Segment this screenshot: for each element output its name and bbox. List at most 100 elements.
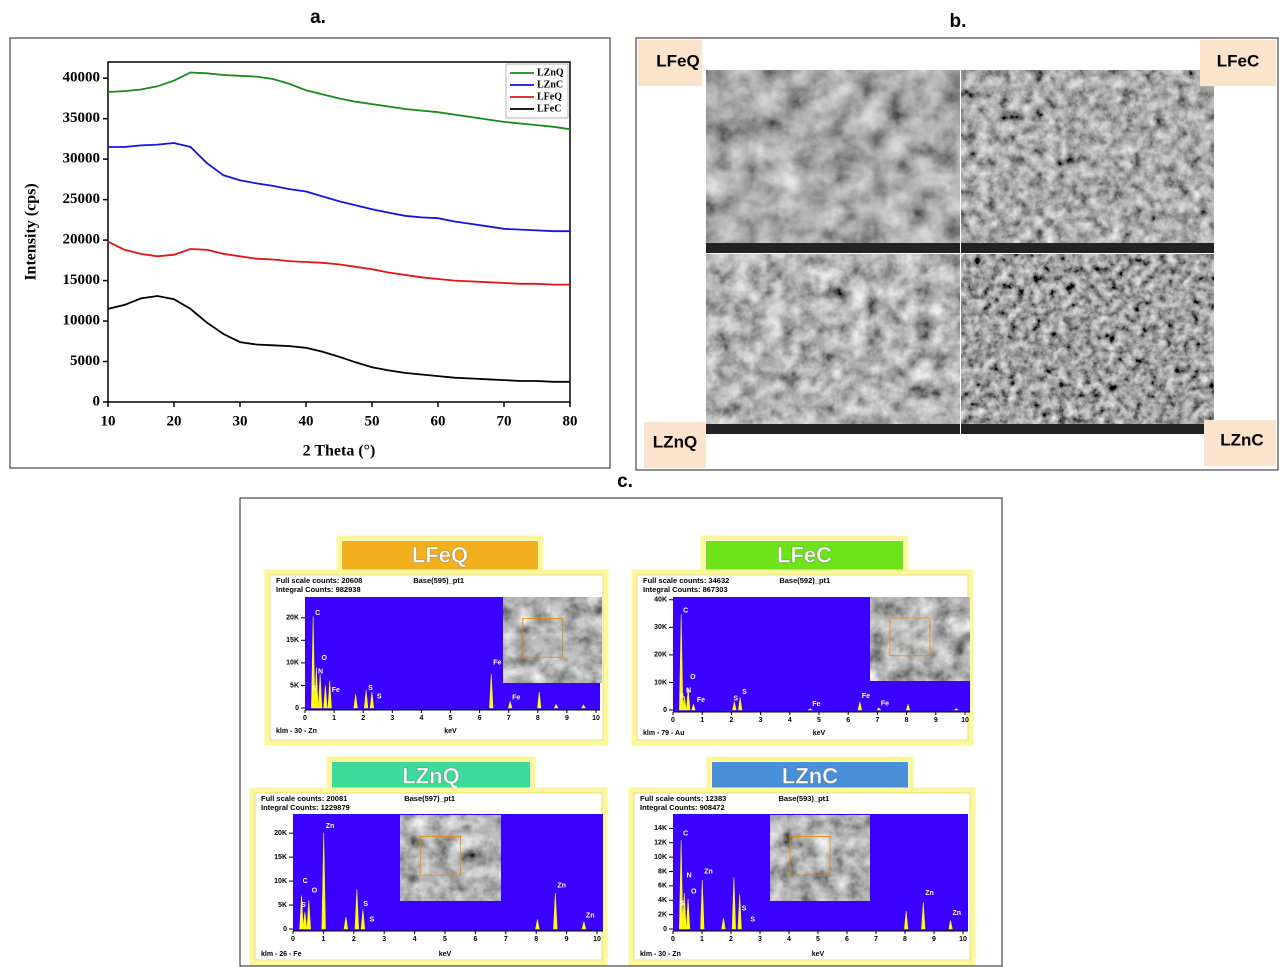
peak-label: S xyxy=(679,693,684,700)
x-tick-label: 10 xyxy=(961,717,969,724)
y-tick-label: 4K xyxy=(658,897,667,904)
integral: Integral Counts: 908472 xyxy=(640,803,725,812)
y-axis-label: Intensity (cps) xyxy=(23,183,40,280)
peak xyxy=(953,708,959,711)
peak xyxy=(369,692,375,709)
peak-label: S xyxy=(369,916,374,923)
peak xyxy=(360,909,366,930)
peak xyxy=(686,898,691,930)
y-tick-label: 14K xyxy=(654,825,667,832)
glow xyxy=(628,787,976,966)
x-tick-label: 7 xyxy=(875,717,879,724)
base: Base(595)_pt1 xyxy=(413,576,464,585)
y-tick-label: 10K xyxy=(654,854,667,861)
peak-label: Zn xyxy=(586,912,595,919)
x-tick-label: 1 xyxy=(700,717,704,724)
y-tick-label: 12K xyxy=(654,840,667,847)
detector: klm - 30 - Zn xyxy=(276,728,317,735)
y-tick-label: 10K xyxy=(654,679,667,686)
x-tick-label: 4 xyxy=(413,936,417,943)
peak xyxy=(318,674,323,709)
y-tick-label: 0 xyxy=(295,705,299,712)
peak xyxy=(354,889,359,930)
sem-inset xyxy=(400,815,501,901)
peak xyxy=(948,920,953,930)
y-tick-label: 6K xyxy=(658,883,667,890)
peak-label: O xyxy=(691,888,697,895)
peak xyxy=(904,911,909,930)
peak xyxy=(731,877,736,930)
peak xyxy=(537,692,542,709)
sem-image xyxy=(961,70,1214,253)
series-line xyxy=(108,142,570,233)
peak-label: N xyxy=(318,669,323,676)
x-tick-label: 2 xyxy=(361,715,365,722)
x-tick-label: 3 xyxy=(758,936,762,943)
y-tick-label: 40000 xyxy=(63,70,101,86)
y-tick-label: 40K xyxy=(654,597,667,604)
x-tick-label: 3 xyxy=(382,936,386,943)
sem-label: LZnQ xyxy=(653,432,697,451)
peak-label: O xyxy=(312,888,318,895)
y-tick-label: 20000 xyxy=(63,232,101,248)
peak-label: C xyxy=(683,830,688,837)
full-scale: Full scale counts: 20608 xyxy=(276,576,362,585)
x-tick-label: 5 xyxy=(817,717,821,724)
sem-info-bar xyxy=(961,424,1214,434)
peak xyxy=(508,701,513,709)
banner-title: LFeC xyxy=(777,542,832,567)
x-tick-label: 2 xyxy=(729,936,733,943)
peak xyxy=(535,919,540,930)
series-line xyxy=(107,240,570,286)
peak xyxy=(721,918,726,930)
series-line xyxy=(107,71,571,131)
peak xyxy=(327,680,332,709)
peak xyxy=(732,701,737,711)
y-tick-label: 15K xyxy=(286,637,299,644)
full-scale: Full scale counts: 12383 xyxy=(640,794,726,803)
x-tick-label: 6 xyxy=(845,936,849,943)
peak xyxy=(323,685,328,709)
x-axis-label: keV xyxy=(813,730,826,737)
plot-frame xyxy=(107,61,571,403)
x-tick-label: 2 xyxy=(352,936,356,943)
integral: Integral Counts: 982938 xyxy=(276,585,361,594)
x-tick-label: 10 xyxy=(592,715,600,722)
x-tick-label: 7 xyxy=(874,936,878,943)
y-tick-label: 20K xyxy=(654,652,667,659)
peak xyxy=(738,697,743,711)
x-tick-label: 60 xyxy=(431,413,446,429)
glow xyxy=(249,787,608,966)
panel-label: a. xyxy=(310,7,326,28)
y-tick-label: 10000 xyxy=(63,312,101,328)
detector: klm - 30 - Zn xyxy=(640,951,681,958)
panel-label: b. xyxy=(950,11,967,32)
peak-label: S xyxy=(311,685,316,692)
y-tick-label: 20K xyxy=(286,615,299,622)
peak xyxy=(302,912,308,930)
y-tick-label: 5000 xyxy=(70,353,100,369)
peak-label: Fe xyxy=(881,701,889,708)
sem-inset xyxy=(503,597,602,683)
peak xyxy=(311,616,316,709)
x-tick-label: 1 xyxy=(700,936,704,943)
integral: Integral Counts: 867303 xyxy=(643,585,728,594)
x-tick-label: 2 xyxy=(729,717,733,724)
peak xyxy=(682,696,687,711)
legend-label: LFeQ xyxy=(537,91,562,102)
inset-roi xyxy=(419,836,462,876)
x-tick-label: 30 xyxy=(233,413,248,429)
peak-label: Fe xyxy=(697,697,705,704)
banner xyxy=(342,541,538,570)
integral: Integral Counts: 1229879 xyxy=(261,803,350,812)
x-tick-label: 5 xyxy=(443,936,447,943)
peak xyxy=(700,880,705,930)
peak-label: S xyxy=(363,901,368,908)
x-tick-label: 4 xyxy=(787,936,791,943)
peak-label: Fe xyxy=(812,701,820,708)
full-scale: Full scale counts: 20081 xyxy=(261,794,347,803)
panel-label: c. xyxy=(617,471,633,492)
peak xyxy=(686,687,691,711)
full-scale: Full scale counts: 34632 xyxy=(643,576,729,585)
y-tick-label: 10K xyxy=(286,660,299,667)
